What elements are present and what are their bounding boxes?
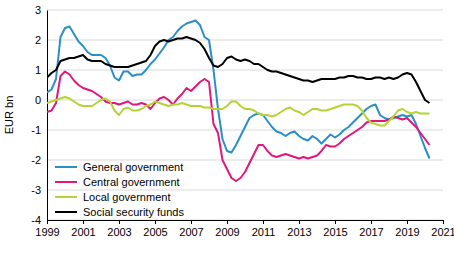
x-tick-mark xyxy=(227,220,228,224)
x-tick: 2017 xyxy=(359,220,383,238)
x-tick-label: 2001 xyxy=(71,226,95,238)
y-axis-line xyxy=(47,11,48,221)
y-tick-label: 2 xyxy=(35,34,41,46)
x-tick: 2005 xyxy=(143,220,167,238)
x-tick-label: 2003 xyxy=(107,226,131,238)
x-tick: 2003 xyxy=(107,220,131,238)
x-tick-mark xyxy=(83,220,84,224)
x-tick: 2001 xyxy=(71,220,95,238)
x-tick: 1999 xyxy=(35,220,59,238)
grid-line xyxy=(47,70,443,71)
grid-line xyxy=(47,130,443,131)
y-tick-label: 3 xyxy=(35,4,41,16)
legend: General government Central government Loca… xyxy=(55,161,184,218)
y-tick: -4 xyxy=(31,214,47,226)
series-line xyxy=(47,37,430,103)
legend-swatch xyxy=(55,166,77,168)
x-tick-label: 2013 xyxy=(287,226,311,238)
y-tick: 0 xyxy=(35,94,47,106)
x-tick-mark xyxy=(155,220,156,224)
x-tick: 2021 xyxy=(431,220,454,238)
x-tick-mark xyxy=(191,220,192,224)
y-tick: -2 xyxy=(31,154,47,166)
y-tick-label: 1 xyxy=(35,64,41,76)
x-axis: 1999 2001 2003 2005 2007 2009 2011 2013 2015 2017… xyxy=(35,220,454,238)
series-line xyxy=(47,21,430,159)
legend-label: General government xyxy=(83,161,183,173)
y-tick: 3 xyxy=(35,4,47,16)
chart: -4 -3 -2 -1 0 1 2 3 1999 2001 2003 2005 2007 2009 2011… xyxy=(0,0,454,253)
legend-swatch xyxy=(55,196,77,198)
series-line xyxy=(47,72,430,182)
x-tick-mark xyxy=(47,220,48,224)
grid-line xyxy=(47,40,443,41)
grid xyxy=(47,10,443,220)
x-tick-label: 2011 xyxy=(252,226,276,238)
y-tick: -3 xyxy=(31,184,47,196)
y-tick: 2 xyxy=(35,34,47,46)
x-tick: 2019 xyxy=(395,220,419,238)
x-tick: 2007 xyxy=(179,220,203,238)
legend-swatch xyxy=(55,181,77,183)
x-tick-label: 2021 xyxy=(431,226,454,238)
y-tick: 1 xyxy=(35,64,47,76)
y-tick-label: 0 xyxy=(35,94,41,106)
x-tick: 2009 xyxy=(215,220,239,238)
x-tick-label: 2007 xyxy=(179,226,203,238)
series-line xyxy=(47,97,430,126)
y-tick-label: -4 xyxy=(31,214,41,226)
x-tick-label: 2005 xyxy=(143,226,167,238)
y-tick-label: -3 xyxy=(31,184,41,196)
x-tick: 2015 xyxy=(323,220,347,238)
x-tick: 2013 xyxy=(287,220,311,238)
y-axis: -4 -3 -2 -1 0 1 2 3 xyxy=(31,4,47,226)
x-tick-label: 2019 xyxy=(395,226,419,238)
x-tick-mark xyxy=(335,220,336,224)
x-tick: 2011 xyxy=(252,220,276,238)
y-tick-label: -1 xyxy=(31,124,41,136)
x-axis-line xyxy=(48,221,444,225)
x-tick-mark xyxy=(263,220,264,224)
legend-swatch xyxy=(55,211,77,213)
plot: -4 -3 -2 -1 0 1 2 3 1999 2001 2003 2005 2007 2009 2011… xyxy=(31,4,454,238)
x-tick-label: 2009 xyxy=(215,226,239,238)
legend-label: Central government xyxy=(83,176,180,188)
grid-line xyxy=(47,10,443,11)
x-tick-mark xyxy=(299,220,300,224)
x-tick-mark xyxy=(407,220,408,224)
x-tick-mark xyxy=(371,220,372,224)
x-tick-mark xyxy=(443,220,444,224)
legend-label: Social security funds xyxy=(83,206,184,218)
lines xyxy=(47,21,430,182)
x-tick-label: 2015 xyxy=(323,226,347,238)
legend-label: Local government xyxy=(83,191,170,203)
y-tick: -1 xyxy=(31,124,47,136)
y-axis-title: EUR bn xyxy=(3,96,15,135)
x-tick-label: 2017 xyxy=(359,226,383,238)
y-tick-label: -2 xyxy=(31,154,41,166)
x-tick-label: 1999 xyxy=(35,226,59,238)
x-tick-mark xyxy=(119,220,120,224)
